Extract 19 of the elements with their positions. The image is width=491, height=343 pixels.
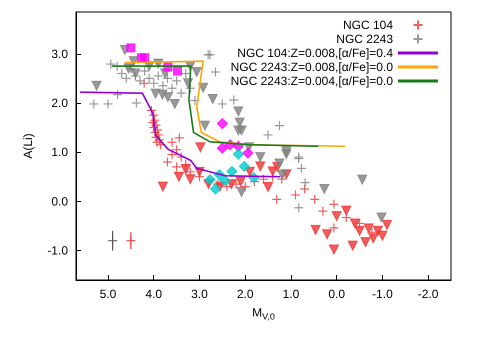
legend-label: NGC 2243: [336, 32, 394, 46]
legend-label: NGC 2243:Z=0.008,[α/Fe]=0.0: [230, 60, 394, 74]
x-tick-label: 1.0: [282, 287, 300, 301]
legend-label: NGC 104:Z=0.008,[α/Fe]=0.4: [237, 46, 394, 60]
x-tick-label: 4.0: [145, 287, 162, 301]
y-axis-title: A(Li): [21, 133, 35, 159]
x-tick-label: -1.0: [372, 287, 394, 301]
x-tick-label: 5.0: [100, 287, 117, 301]
legend-label: NGC 104: [342, 18, 394, 32]
x-tick-label: 2.0: [236, 287, 254, 301]
x-tick-label: 3.0: [191, 287, 208, 301]
y-tick-label: 3.0: [51, 46, 68, 61]
y-tick-label: 1.0: [51, 145, 68, 160]
x-tick-label: -2.0: [418, 287, 439, 301]
y-tick-label: 2.0: [51, 96, 68, 110]
legend-label: NGC 2243:Z=0.004,[α/Fe]=0.0: [230, 74, 394, 88]
x-tick-label: 0.0: [328, 287, 346, 301]
y-tick-label: -1.0: [47, 243, 68, 258]
y-tick-label: 0.0: [51, 194, 68, 208]
